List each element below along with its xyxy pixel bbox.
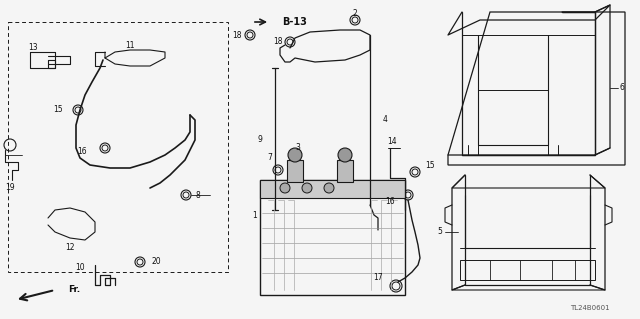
Bar	[8, 22, 228, 272]
Text: 16: 16	[385, 197, 395, 206]
Text: 12: 12	[65, 243, 75, 253]
Text: 13: 13	[28, 42, 38, 51]
Text: 6: 6	[620, 84, 625, 93]
Text: 15: 15	[53, 106, 63, 115]
Circle shape	[280, 183, 290, 193]
Text: Fr.: Fr.	[68, 286, 80, 294]
Circle shape	[288, 148, 302, 162]
Text: 2: 2	[353, 10, 357, 19]
Circle shape	[324, 183, 334, 193]
Circle shape	[338, 148, 352, 162]
Text: 8: 8	[196, 190, 201, 199]
Text: B-13: B-13	[283, 17, 307, 27]
Text: 18: 18	[232, 31, 242, 40]
Text: 7: 7	[268, 153, 273, 162]
Bar	[260, 180, 405, 198]
Text: 4: 4	[383, 115, 388, 124]
Text: 9: 9	[257, 136, 262, 145]
Text: 15: 15	[425, 161, 435, 170]
Text: 17: 17	[373, 273, 383, 283]
Text: 16: 16	[77, 147, 87, 157]
Text: 1: 1	[252, 211, 257, 219]
Bar	[460, 260, 595, 280]
Bar	[260, 180, 405, 295]
Text: 14: 14	[387, 137, 397, 146]
Text: 3: 3	[295, 144, 300, 152]
Text: TL24B0601: TL24B0601	[570, 305, 610, 311]
Bar	[287, 160, 303, 182]
Text: 19: 19	[5, 183, 15, 192]
Text: 18: 18	[273, 38, 283, 47]
Text: 11: 11	[125, 41, 135, 50]
Text: 10: 10	[75, 263, 85, 272]
Bar	[337, 160, 353, 182]
Circle shape	[302, 183, 312, 193]
Text: 5: 5	[437, 227, 442, 236]
Text: 20: 20	[152, 257, 162, 266]
